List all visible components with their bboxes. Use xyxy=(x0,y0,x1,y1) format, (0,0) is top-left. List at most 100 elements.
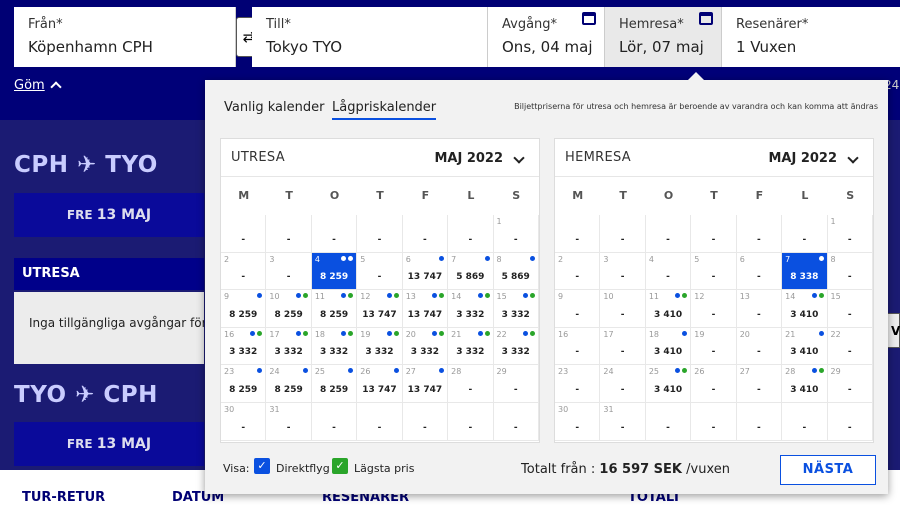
day-number: 21 xyxy=(785,329,796,339)
day-cell-11[interactable]: 11 8 259 xyxy=(311,290,358,328)
day-number: 28 xyxy=(785,367,796,377)
day-cell-5: 5- xyxy=(691,252,737,291)
flight-dots xyxy=(341,255,354,261)
day-cell-6[interactable]: 6 13 747 xyxy=(402,252,449,291)
day-number: 30 xyxy=(558,404,569,414)
day-number: 3 xyxy=(603,254,609,264)
day-button-return[interactable]: FRE 13 MAJ xyxy=(14,422,204,466)
day-price: - xyxy=(468,422,473,433)
day-price: - xyxy=(513,234,518,245)
day-price: - xyxy=(241,234,246,245)
day-number: 17 xyxy=(603,329,614,339)
day-price: - xyxy=(802,234,807,245)
day-price: - xyxy=(847,422,852,433)
day-cell-14[interactable]: 14 3 410 xyxy=(782,290,828,328)
day-cell-empty: - xyxy=(311,215,358,253)
day-price: - xyxy=(711,309,716,320)
side-tab[interactable]: V xyxy=(887,313,900,348)
lowest-price-dot-icon xyxy=(682,368,688,374)
outbound-heading: UTRESA xyxy=(231,150,285,165)
travellers-field[interactable]: Resenärer* 1 Vuxen xyxy=(722,7,900,67)
day-cell-14[interactable]: 14 3 332 xyxy=(448,290,494,328)
day-number: 4 xyxy=(648,254,654,264)
day-cell-empty: - xyxy=(827,402,873,441)
day-cell-10[interactable]: 10 8 259 xyxy=(266,290,312,328)
day-cell-8[interactable]: 8 5 869 xyxy=(493,252,539,291)
day-number: 8 xyxy=(830,254,836,264)
day-cell-28[interactable]: 28 3 410 xyxy=(782,365,828,403)
day-cell-18[interactable]: 18 3 332 xyxy=(311,327,358,366)
day-cell-31: 31- xyxy=(600,402,646,441)
flight-dots xyxy=(682,330,688,336)
day-cell-23[interactable]: 23 8 259 xyxy=(221,365,267,403)
lowest-price-dot-icon xyxy=(257,330,263,336)
day-price: - xyxy=(468,384,473,395)
tab-regular-calendar[interactable]: Vanlig kalender xyxy=(224,100,325,115)
day-cell-22[interactable]: 22 3 332 xyxy=(493,327,539,366)
day-price: - xyxy=(847,234,852,245)
flight-dots xyxy=(477,330,490,336)
day-cell-20[interactable]: 20 3 332 xyxy=(402,327,449,366)
day-cell-12[interactable]: 12 13 747 xyxy=(357,290,403,328)
day-cell-6: 6- xyxy=(736,252,783,291)
day-cell-25[interactable]: 25 8 259 xyxy=(311,365,358,403)
day-cell-27[interactable]: 27 13 747 xyxy=(402,365,449,403)
day-cell-4[interactable]: 4 8 259 xyxy=(311,252,358,291)
tab-lowprice-calendar[interactable]: Lågpriskalender xyxy=(332,100,437,120)
weekday-label: L xyxy=(801,189,809,202)
direct-flight-dot-icon xyxy=(477,330,483,336)
chevron-down-icon[interactable] xyxy=(847,152,859,164)
lowest-price-dot-icon xyxy=(302,330,308,336)
day-cell-25[interactable]: 25 3 410 xyxy=(645,365,692,403)
chevron-down-icon[interactable] xyxy=(513,152,525,164)
day-cell-7[interactable]: 7 8 338 xyxy=(782,252,828,291)
return-field[interactable]: Hemresa* Lör, 07 maj xyxy=(605,7,722,67)
day-cell-18[interactable]: 18 3 410 xyxy=(645,327,692,366)
day-cell-empty: - xyxy=(311,402,358,441)
flight-dots xyxy=(522,330,535,336)
from-field[interactable]: Från* Köpenhamn CPH xyxy=(14,7,236,67)
day-price: 5 869 xyxy=(456,272,485,283)
day-cell-28: 28- xyxy=(448,365,494,403)
outbound-month[interactable]: MAJ 2022 xyxy=(434,151,503,166)
day-cell-19[interactable]: 19 3 332 xyxy=(357,327,403,366)
day-cell-13[interactable]: 13 13 747 xyxy=(402,290,449,328)
day-cell-empty: - xyxy=(782,402,828,441)
no-departures-message: Inga tillgängliga avgångar för de xyxy=(14,292,204,364)
day-number: 7 xyxy=(451,254,457,264)
day-price: 13 747 xyxy=(407,384,443,395)
direct-flight-dot-icon xyxy=(393,368,399,374)
day-cell-15[interactable]: 15 3 332 xyxy=(493,290,539,328)
day-price: 8 259 xyxy=(319,272,349,283)
lowest-price-checkbox[interactable]: ✓ xyxy=(332,458,348,474)
day-cell-17[interactable]: 17 3 332 xyxy=(266,327,312,366)
depart-field[interactable]: Avgång* Ons, 04 maj xyxy=(488,7,605,67)
calendar-week: 30-31- - - - - - xyxy=(221,402,539,441)
day-cell-24[interactable]: 24 8 259 xyxy=(266,365,312,403)
day-price: - xyxy=(332,234,336,245)
inbound-month[interactable]: MAJ 2022 xyxy=(768,151,837,166)
direct-flights-checkbox[interactable]: ✓ xyxy=(254,458,270,474)
day-cell-empty: - xyxy=(221,215,267,253)
day-cell-26[interactable]: 26 13 747 xyxy=(357,365,403,403)
day-cell-21[interactable]: 21 3 332 xyxy=(448,327,494,366)
day-price: 13 747 xyxy=(362,384,397,395)
day-cell-11[interactable]: 11 3 410 xyxy=(645,290,692,328)
flight-dots xyxy=(675,293,688,299)
day-cell-7[interactable]: 7 5 869 xyxy=(448,252,494,291)
flight-dots xyxy=(386,293,399,299)
visa-label: Visa: xyxy=(223,462,250,475)
day-cell-21[interactable]: 21 3 410 xyxy=(782,327,828,366)
day-button-outbound[interactable]: FRE 13 MAJ xyxy=(14,193,204,237)
day-cell-9[interactable]: 9 8 259 xyxy=(221,290,267,328)
day-number: 16 xyxy=(224,329,235,339)
day-number: 9 xyxy=(224,292,230,302)
day-cell-16[interactable]: 16 3 332 xyxy=(221,327,267,366)
next-button[interactable]: NÄSTA xyxy=(780,455,876,485)
direct-flight-dot-icon xyxy=(439,368,445,374)
flight-dots xyxy=(250,330,263,336)
to-field[interactable]: Till* Tokyo TYO xyxy=(252,7,488,67)
day-price: 3 332 xyxy=(501,347,530,358)
hide-link[interactable]: Göm xyxy=(14,78,62,93)
